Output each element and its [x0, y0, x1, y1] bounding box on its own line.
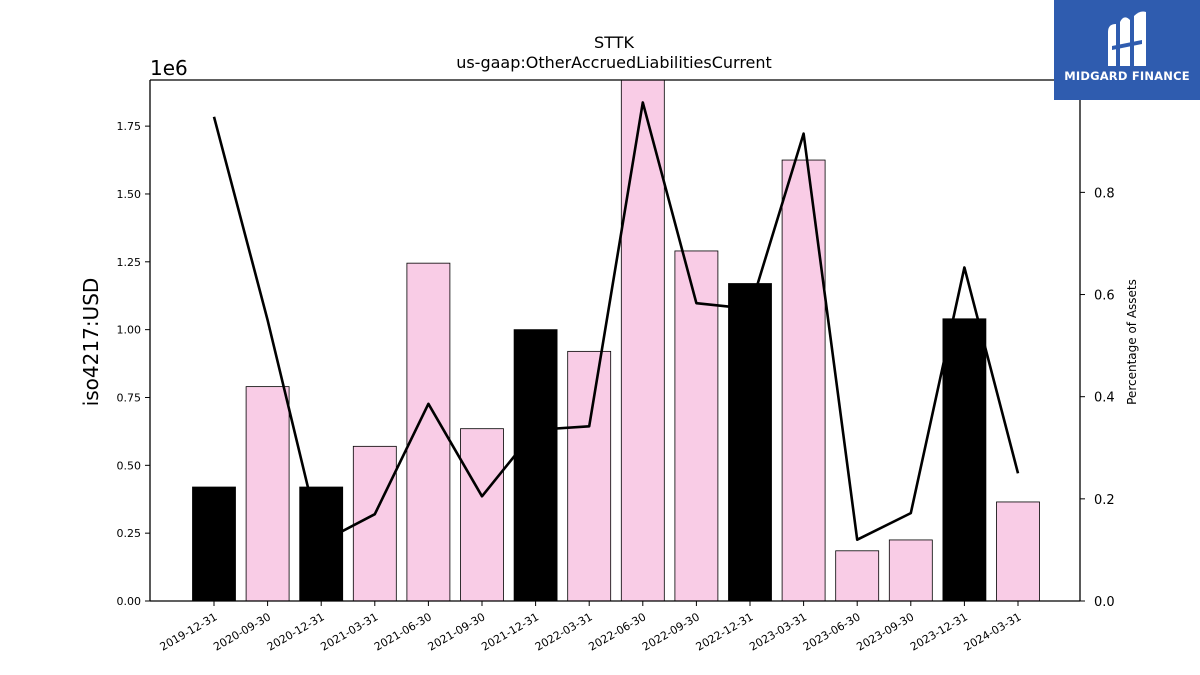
bar-2022-06-30 — [620, 79, 665, 602]
y-tick-label: 1.00 — [117, 324, 142, 337]
pct-assets-line — [212, 101, 1020, 544]
logo-mark-icon — [1108, 11, 1146, 66]
y-axis-label: iso4217:USD — [79, 278, 103, 407]
y-offset-label: 1e6 — [150, 56, 188, 80]
x-tick-label: 2020-09-30 — [211, 610, 273, 653]
x-tick-label: 2023-06-30 — [801, 610, 863, 653]
chart-subtitle: us-gaap:OtherAccruedLiabilitiesCurrent — [456, 53, 772, 72]
bar-2024-03-31 — [996, 501, 1040, 602]
bar-2020-09-30 — [245, 386, 290, 602]
bar-2023-12-31 — [942, 318, 987, 602]
y-right-tick-label: 0.0 — [1094, 595, 1115, 610]
x-tick-label: 2021-06-30 — [372, 610, 434, 653]
y-tick-label: 1.25 — [117, 256, 142, 269]
y-axis-right-label: Percentage of Assets — [1125, 279, 1139, 405]
logo-text: MIDGARD FINANCE — [1064, 69, 1190, 83]
x-tick-label: 2024-03-31 — [962, 610, 1024, 653]
y-tick-label: 0.00 — [117, 595, 142, 608]
bar-2021-03-31 — [352, 445, 397, 602]
bar-2023-06-30 — [835, 550, 880, 602]
bar-2020-12-31 — [299, 486, 344, 602]
x-tick-label: 2022-06-30 — [586, 610, 648, 653]
bars-group — [192, 79, 1040, 602]
y-tick-label: 0.50 — [117, 459, 142, 472]
x-tick-label: 2022-09-30 — [640, 610, 702, 653]
bar-2022-12-31 — [728, 283, 772, 602]
bar-2022-09-30 — [674, 250, 719, 602]
bar-2022-03-31 — [567, 350, 612, 602]
y-right-tick-label: 0.4 — [1094, 391, 1115, 406]
chart-title: STTK — [594, 33, 634, 52]
x-tick-label: 2023-12-31 — [908, 610, 970, 653]
x-tick-label: 2020-12-31 — [265, 610, 327, 653]
x-tick-label: 2021-03-31 — [318, 610, 380, 653]
x-tick-label: 2021-09-30 — [426, 610, 488, 653]
y-tick-label: 1.75 — [117, 120, 142, 133]
bar-2023-03-31 — [781, 159, 826, 602]
y-right-tick-label: 0.6 — [1094, 289, 1115, 304]
y-right-tick-label: 0.2 — [1094, 493, 1115, 508]
x-tick-label: 2019-12-31 — [158, 610, 220, 653]
bar-2019-12-31 — [192, 486, 236, 602]
brand-logo: MIDGARD FINANCE — [1054, 0, 1200, 100]
bar-2021-09-30 — [460, 428, 504, 602]
x-tick-label: 2023-09-30 — [854, 610, 916, 653]
x-tick-label: 2022-12-31 — [694, 610, 756, 653]
x-tick-label: 2021-12-31 — [479, 610, 541, 653]
y-tick-label: 0.25 — [117, 527, 142, 540]
x-tick-label: 2022-03-31 — [533, 610, 595, 653]
y-tick-label: 0.75 — [117, 391, 142, 404]
line-series-group — [212, 101, 1020, 544]
bar-2023-09-30 — [888, 539, 933, 602]
y-tick-label: 1.50 — [117, 188, 142, 201]
y-right-tick-label: 0.8 — [1094, 186, 1115, 201]
x-tick-label: 2023-03-31 — [747, 610, 809, 653]
bar-2021-12-31 — [513, 329, 558, 602]
